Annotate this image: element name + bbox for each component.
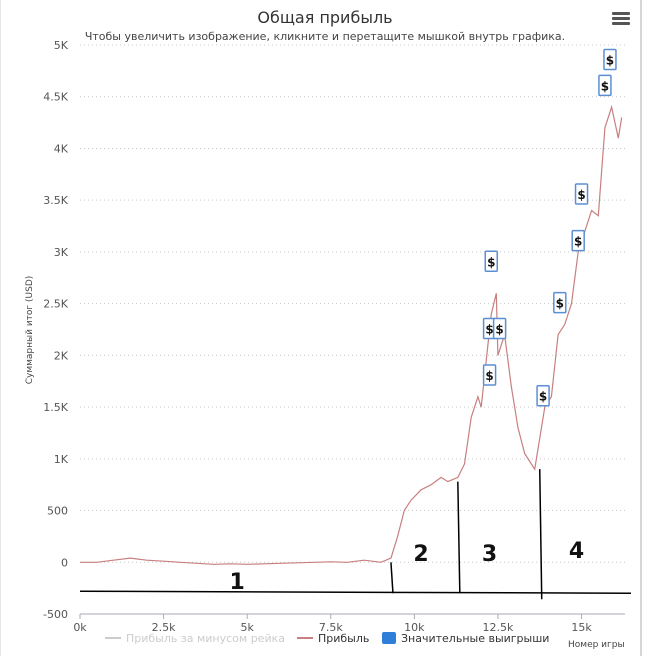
win-marker[interactable]: $ <box>536 384 550 407</box>
win-marker-box <box>536 384 550 407</box>
win-marker-box <box>492 317 507 340</box>
y-tick-label: 4K <box>54 142 69 155</box>
win-marker-box <box>598 74 612 97</box>
x-axis-label: Номер игры <box>568 640 625 650</box>
win-marker[interactable]: $ <box>553 291 567 314</box>
win-marker-box <box>484 250 499 273</box>
legend-item[interactable]: Значительные выигрыши <box>382 632 549 645</box>
chart-subtitle: Чтобы увеличить изображение, кликните и … <box>84 30 566 43</box>
y-tick-label: 5K <box>54 39 69 52</box>
y-tick-label: 1.5K <box>43 401 68 414</box>
annotation-divider <box>457 481 461 594</box>
win-marker-label: $ <box>577 188 585 202</box>
legend-label: Значительные выигрыши <box>401 632 549 645</box>
win-marker-label: $ <box>485 369 493 383</box>
legend-label: Прибыль <box>318 632 369 645</box>
x-tick-label: 0k <box>73 621 87 634</box>
legend-swatch <box>382 632 396 644</box>
y-tick-label: 3K <box>54 246 69 259</box>
x-tick-label: 5k <box>240 621 254 634</box>
hamburger-menu-icon[interactable] <box>612 12 630 28</box>
x-tick-label: 12.5k <box>483 621 514 634</box>
y-tick-label: 4.5K <box>43 91 68 104</box>
win-marker-label: $ <box>485 323 493 337</box>
win-marker-box <box>603 48 617 71</box>
chart-title: Общая прибыль <box>257 8 393 27</box>
legend-item[interactable]: Прибыль за минусом рейка <box>105 632 285 645</box>
annotation-label: 3 <box>482 542 497 567</box>
y-axis-label: Суммарный итог (USD) <box>25 276 35 385</box>
annotation-divider <box>390 562 394 594</box>
win-marker-label: $ <box>574 235 582 249</box>
win-marker-box <box>482 364 497 386</box>
left-border <box>0 0 1 656</box>
win-marker-label: $ <box>539 390 547 404</box>
win-marker[interactable]: $ <box>484 250 499 273</box>
win-marker[interactable]: $ <box>482 364 497 386</box>
win-marker[interactable]: $ <box>492 317 507 340</box>
win-marker-box <box>574 183 589 205</box>
y-tick-label: 500 <box>47 505 68 518</box>
y-tick-label: 3.5K <box>43 194 68 207</box>
win-marker-label: $ <box>606 54 614 68</box>
win-marker-box <box>553 291 567 314</box>
y-tick-label: 2.5K <box>43 298 68 311</box>
x-tick-label: 2.5k <box>152 621 176 634</box>
profit-series-line <box>80 104 623 565</box>
win-marker-box <box>571 229 585 252</box>
annotation-label: 2 <box>413 542 428 567</box>
annotation-divider <box>538 469 543 600</box>
win-marker[interactable]: $ <box>571 229 585 252</box>
right-border <box>640 0 642 656</box>
y-tick-label: 0 <box>61 556 68 569</box>
win-marker-label: $ <box>601 79 609 93</box>
annotation-baseline <box>79 590 632 594</box>
win-marker[interactable]: $ <box>574 183 589 205</box>
annotation-label: 4 <box>569 539 584 564</box>
legend-item[interactable]: Прибыль <box>297 632 369 645</box>
win-marker[interactable]: $ <box>603 48 617 71</box>
win-marker-label: $ <box>556 297 564 311</box>
annotation-label: 1 <box>229 570 244 595</box>
x-tick-label: 7.5k <box>319 621 343 634</box>
y-tick-label: -500 <box>43 608 68 621</box>
win-marker-label: $ <box>495 323 503 337</box>
x-tick-label: 15k <box>571 621 592 634</box>
legend-label: Прибыль за минусом рейка <box>126 632 285 645</box>
y-tick-label: 1K <box>54 453 69 466</box>
win-marker[interactable]: $ <box>598 74 612 97</box>
x-tick-label: 10k <box>404 621 425 634</box>
win-marker-label: $ <box>487 255 495 269</box>
y-tick-label: 2K <box>54 349 69 362</box>
